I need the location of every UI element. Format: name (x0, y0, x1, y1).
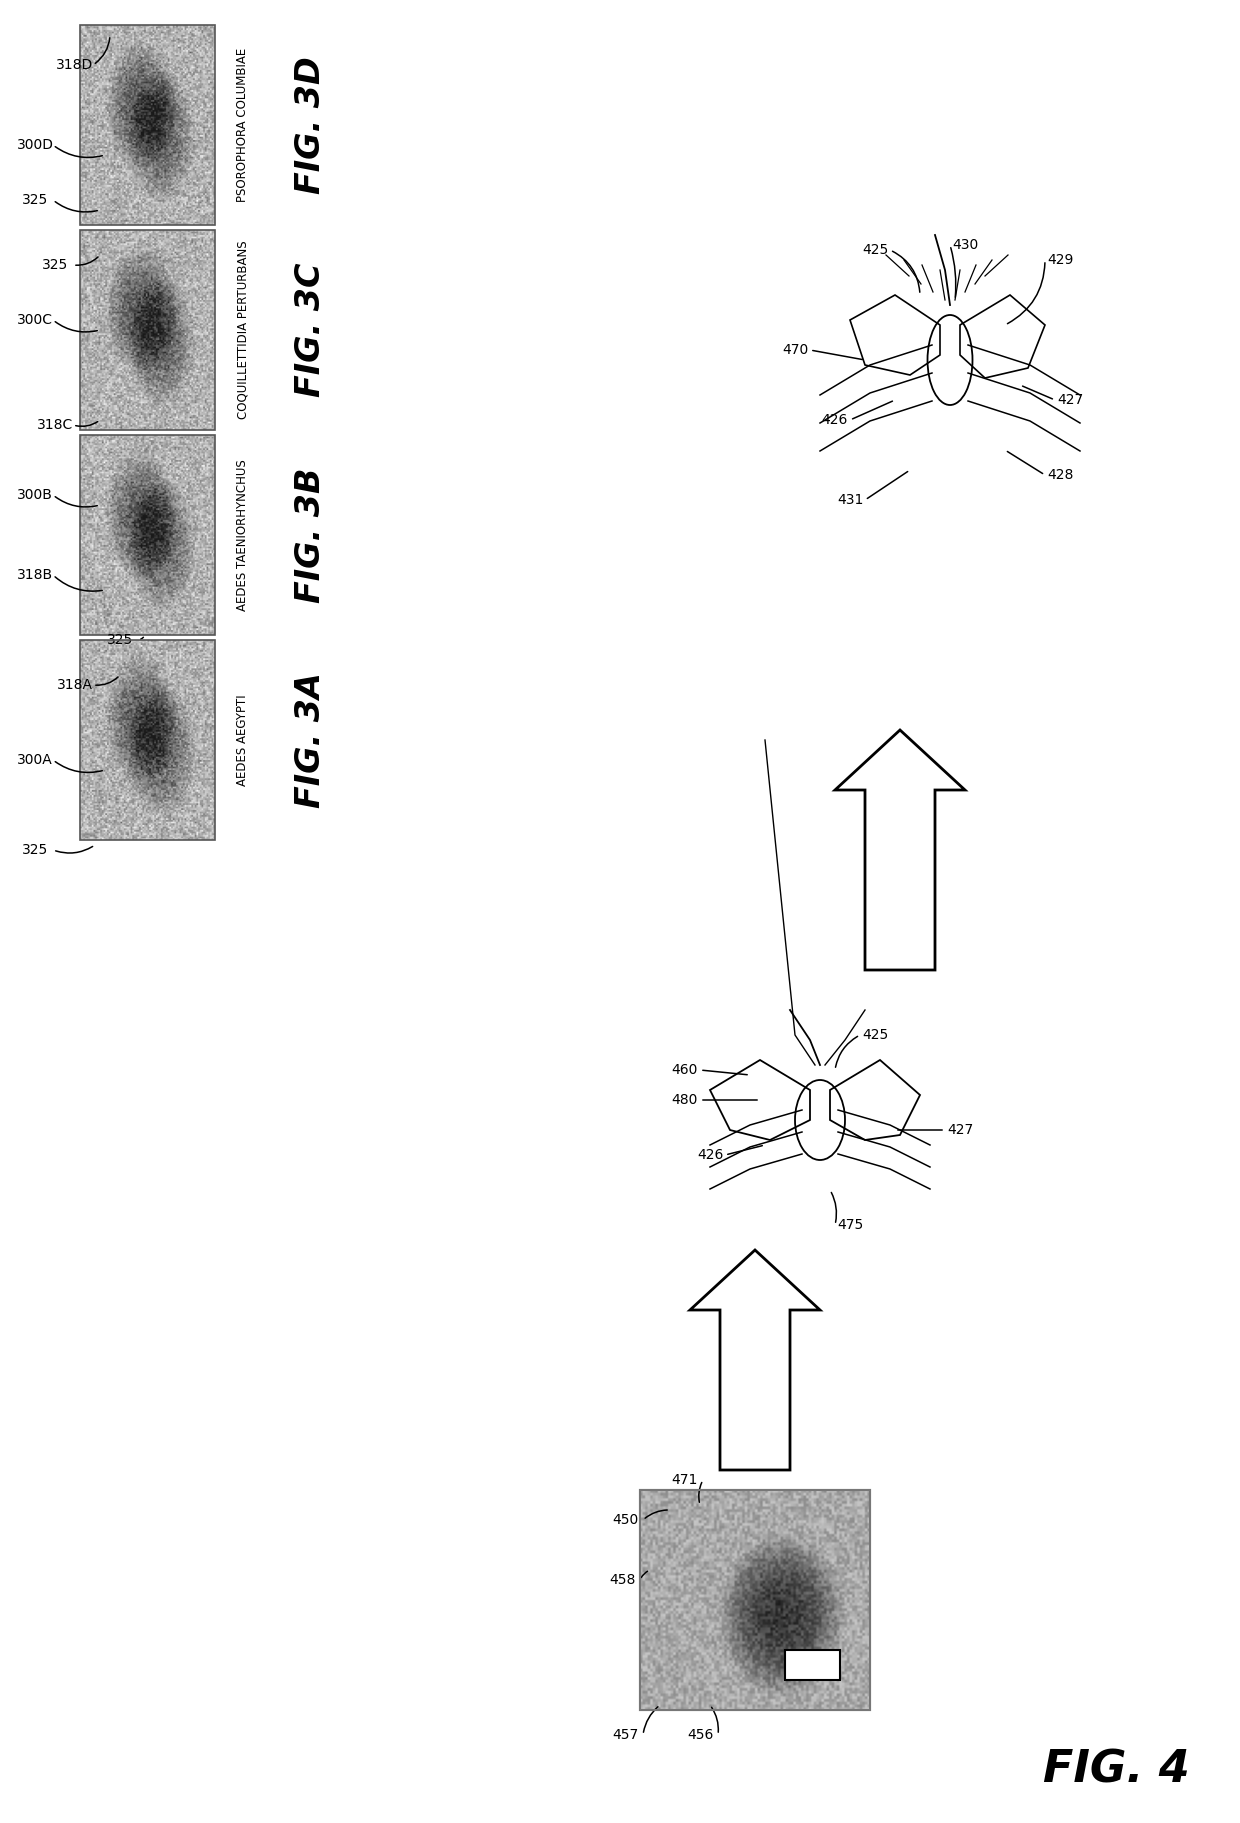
Text: 429: 429 (1047, 253, 1073, 266)
Bar (640, 1489, 870, 1710)
Text: 300A: 300A (17, 753, 53, 767)
Text: 460: 460 (672, 1063, 698, 1077)
Text: 325: 325 (42, 259, 68, 272)
Text: 425: 425 (862, 242, 888, 257)
Text: 318C: 318C (37, 417, 73, 432)
Text: 430: 430 (952, 239, 978, 252)
Text: 470: 470 (782, 343, 808, 357)
Text: 318B: 318B (17, 569, 53, 582)
Bar (81, 26, 215, 224)
Text: 450: 450 (611, 1513, 639, 1528)
Text: 485: 485 (797, 1657, 827, 1672)
Bar (81, 230, 215, 430)
Text: 426: 426 (822, 414, 848, 427)
Text: FIG. 3A: FIG. 3A (294, 673, 326, 808)
Polygon shape (689, 1251, 820, 1469)
Text: FIG. 3B: FIG. 3B (294, 467, 326, 603)
Polygon shape (835, 729, 965, 970)
Text: 325: 325 (22, 193, 48, 208)
Text: FIG. 4: FIG. 4 (1043, 1748, 1190, 1792)
Text: 427: 427 (947, 1123, 973, 1138)
Text: 480: 480 (672, 1094, 698, 1107)
Text: 325: 325 (22, 842, 48, 857)
Text: FIG. 3C: FIG. 3C (294, 263, 326, 397)
Text: 300D: 300D (16, 139, 53, 151)
Text: 318D: 318D (56, 58, 94, 71)
Text: 426: 426 (697, 1148, 723, 1161)
Text: COQUILLETTIDIA PERTURBANS: COQUILLETTIDIA PERTURBANS (237, 241, 249, 419)
Text: 428: 428 (1047, 469, 1073, 481)
Bar (81, 640, 215, 840)
Text: 471: 471 (672, 1473, 698, 1488)
Text: 300C: 300C (17, 314, 53, 326)
Text: 425: 425 (862, 1028, 888, 1043)
Bar (640, 1489, 870, 1710)
Text: 431: 431 (837, 492, 863, 507)
Text: 427: 427 (1056, 394, 1083, 407)
Text: 456: 456 (687, 1728, 713, 1743)
Text: 475: 475 (837, 1218, 863, 1232)
Text: FIG. 3D: FIG. 3D (294, 57, 326, 193)
Bar (785, 1650, 839, 1681)
Bar (81, 436, 215, 634)
Text: 458: 458 (609, 1573, 635, 1588)
Text: 300B: 300B (17, 489, 53, 501)
Text: 325: 325 (107, 633, 133, 647)
Text: AEDES TAENIORHYNCHUS: AEDES TAENIORHYNCHUS (237, 459, 249, 611)
Text: AEDES AEGYPTI: AEDES AEGYPTI (237, 695, 249, 786)
Text: 318A: 318A (57, 678, 93, 693)
Text: PSOROPHORA COLUMBIAE: PSOROPHORA COLUMBIAE (237, 47, 249, 202)
Text: 457: 457 (611, 1728, 639, 1743)
